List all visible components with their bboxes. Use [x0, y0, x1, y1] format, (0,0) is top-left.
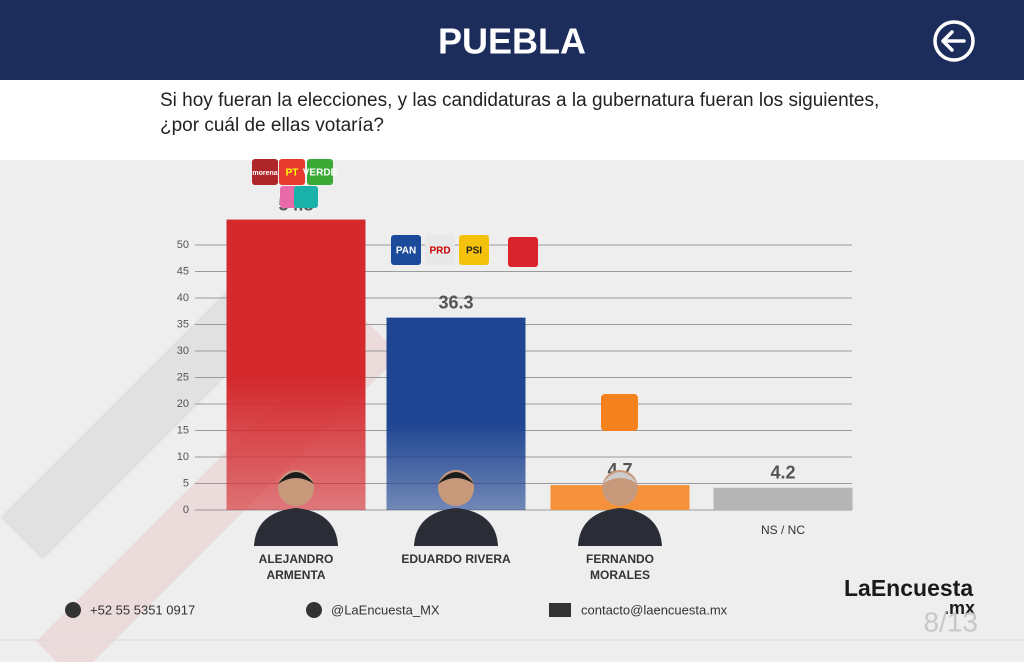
suit [414, 508, 498, 546]
y-tick-label: 20 [177, 398, 189, 410]
y-tick-label: 15 [177, 424, 189, 436]
page-title: PUEBLA [438, 21, 586, 62]
y-tick-label: 45 [177, 265, 189, 277]
candidate-photo [414, 470, 498, 546]
hair [438, 472, 474, 484]
party-logo [601, 394, 638, 431]
page-number: 8/13 [924, 606, 979, 637]
email: contacto@laencuesta.mx [581, 602, 728, 617]
header-bar [0, 0, 1024, 80]
whatsapp-icon [65, 602, 81, 618]
bar [713, 487, 853, 510]
mail-icon [549, 603, 571, 617]
party-logo [391, 235, 421, 265]
party-logo [459, 235, 489, 265]
candidate-photo [578, 470, 662, 546]
party-logo-text: morena [252, 170, 277, 177]
y-tick-label: 40 [177, 292, 189, 304]
brand: LaEncuesta [844, 575, 973, 601]
y-tick-label: 50 [177, 239, 189, 251]
party-logo [307, 159, 333, 185]
y-tick-label: 25 [177, 371, 189, 383]
twitter: @LaEncuesta_MX [331, 602, 440, 617]
category-label: EDUARDO RIVERA [401, 552, 511, 566]
party-logo [279, 159, 305, 185]
suit [578, 508, 662, 546]
question: Si hoy fueran la elecciones, y las candi… [160, 90, 880, 136]
y-tick-label: 30 [177, 345, 189, 357]
value-label: 36.3 [438, 292, 473, 312]
y-tick-label: 10 [177, 451, 189, 463]
party-logo-text: VERDE [303, 168, 338, 179]
party-logo [508, 237, 538, 267]
hair [278, 472, 314, 484]
party-logo [425, 235, 455, 265]
candidate-photo [254, 470, 338, 546]
value-label: 4.2 [770, 462, 795, 482]
party-logo [252, 159, 278, 185]
party-logo-text: PAN [396, 246, 416, 257]
category-label: NS / NC [760, 523, 805, 537]
twitter-icon [306, 602, 322, 618]
question-band [0, 80, 1024, 160]
bar [226, 219, 366, 510]
back-button[interactable] [933, 20, 975, 62]
category-label: ALEJANDRO ARMENTA [258, 552, 334, 582]
y-tick-label: 0 [183, 504, 189, 516]
party-logo [294, 186, 318, 208]
party-logo-text: PT [286, 168, 299, 179]
hair [602, 472, 638, 484]
y-tick-label: 35 [177, 318, 189, 330]
phone: +52 55 5351 0917 [90, 602, 195, 617]
brand-suffix: .mx [944, 598, 975, 618]
suit [254, 508, 338, 546]
party-logo-text: PSI [466, 246, 482, 257]
category-label: FERNANDO MORALES [586, 552, 654, 582]
party-logo-text: PRD [429, 246, 450, 257]
y-tick-label: 5 [183, 477, 189, 489]
